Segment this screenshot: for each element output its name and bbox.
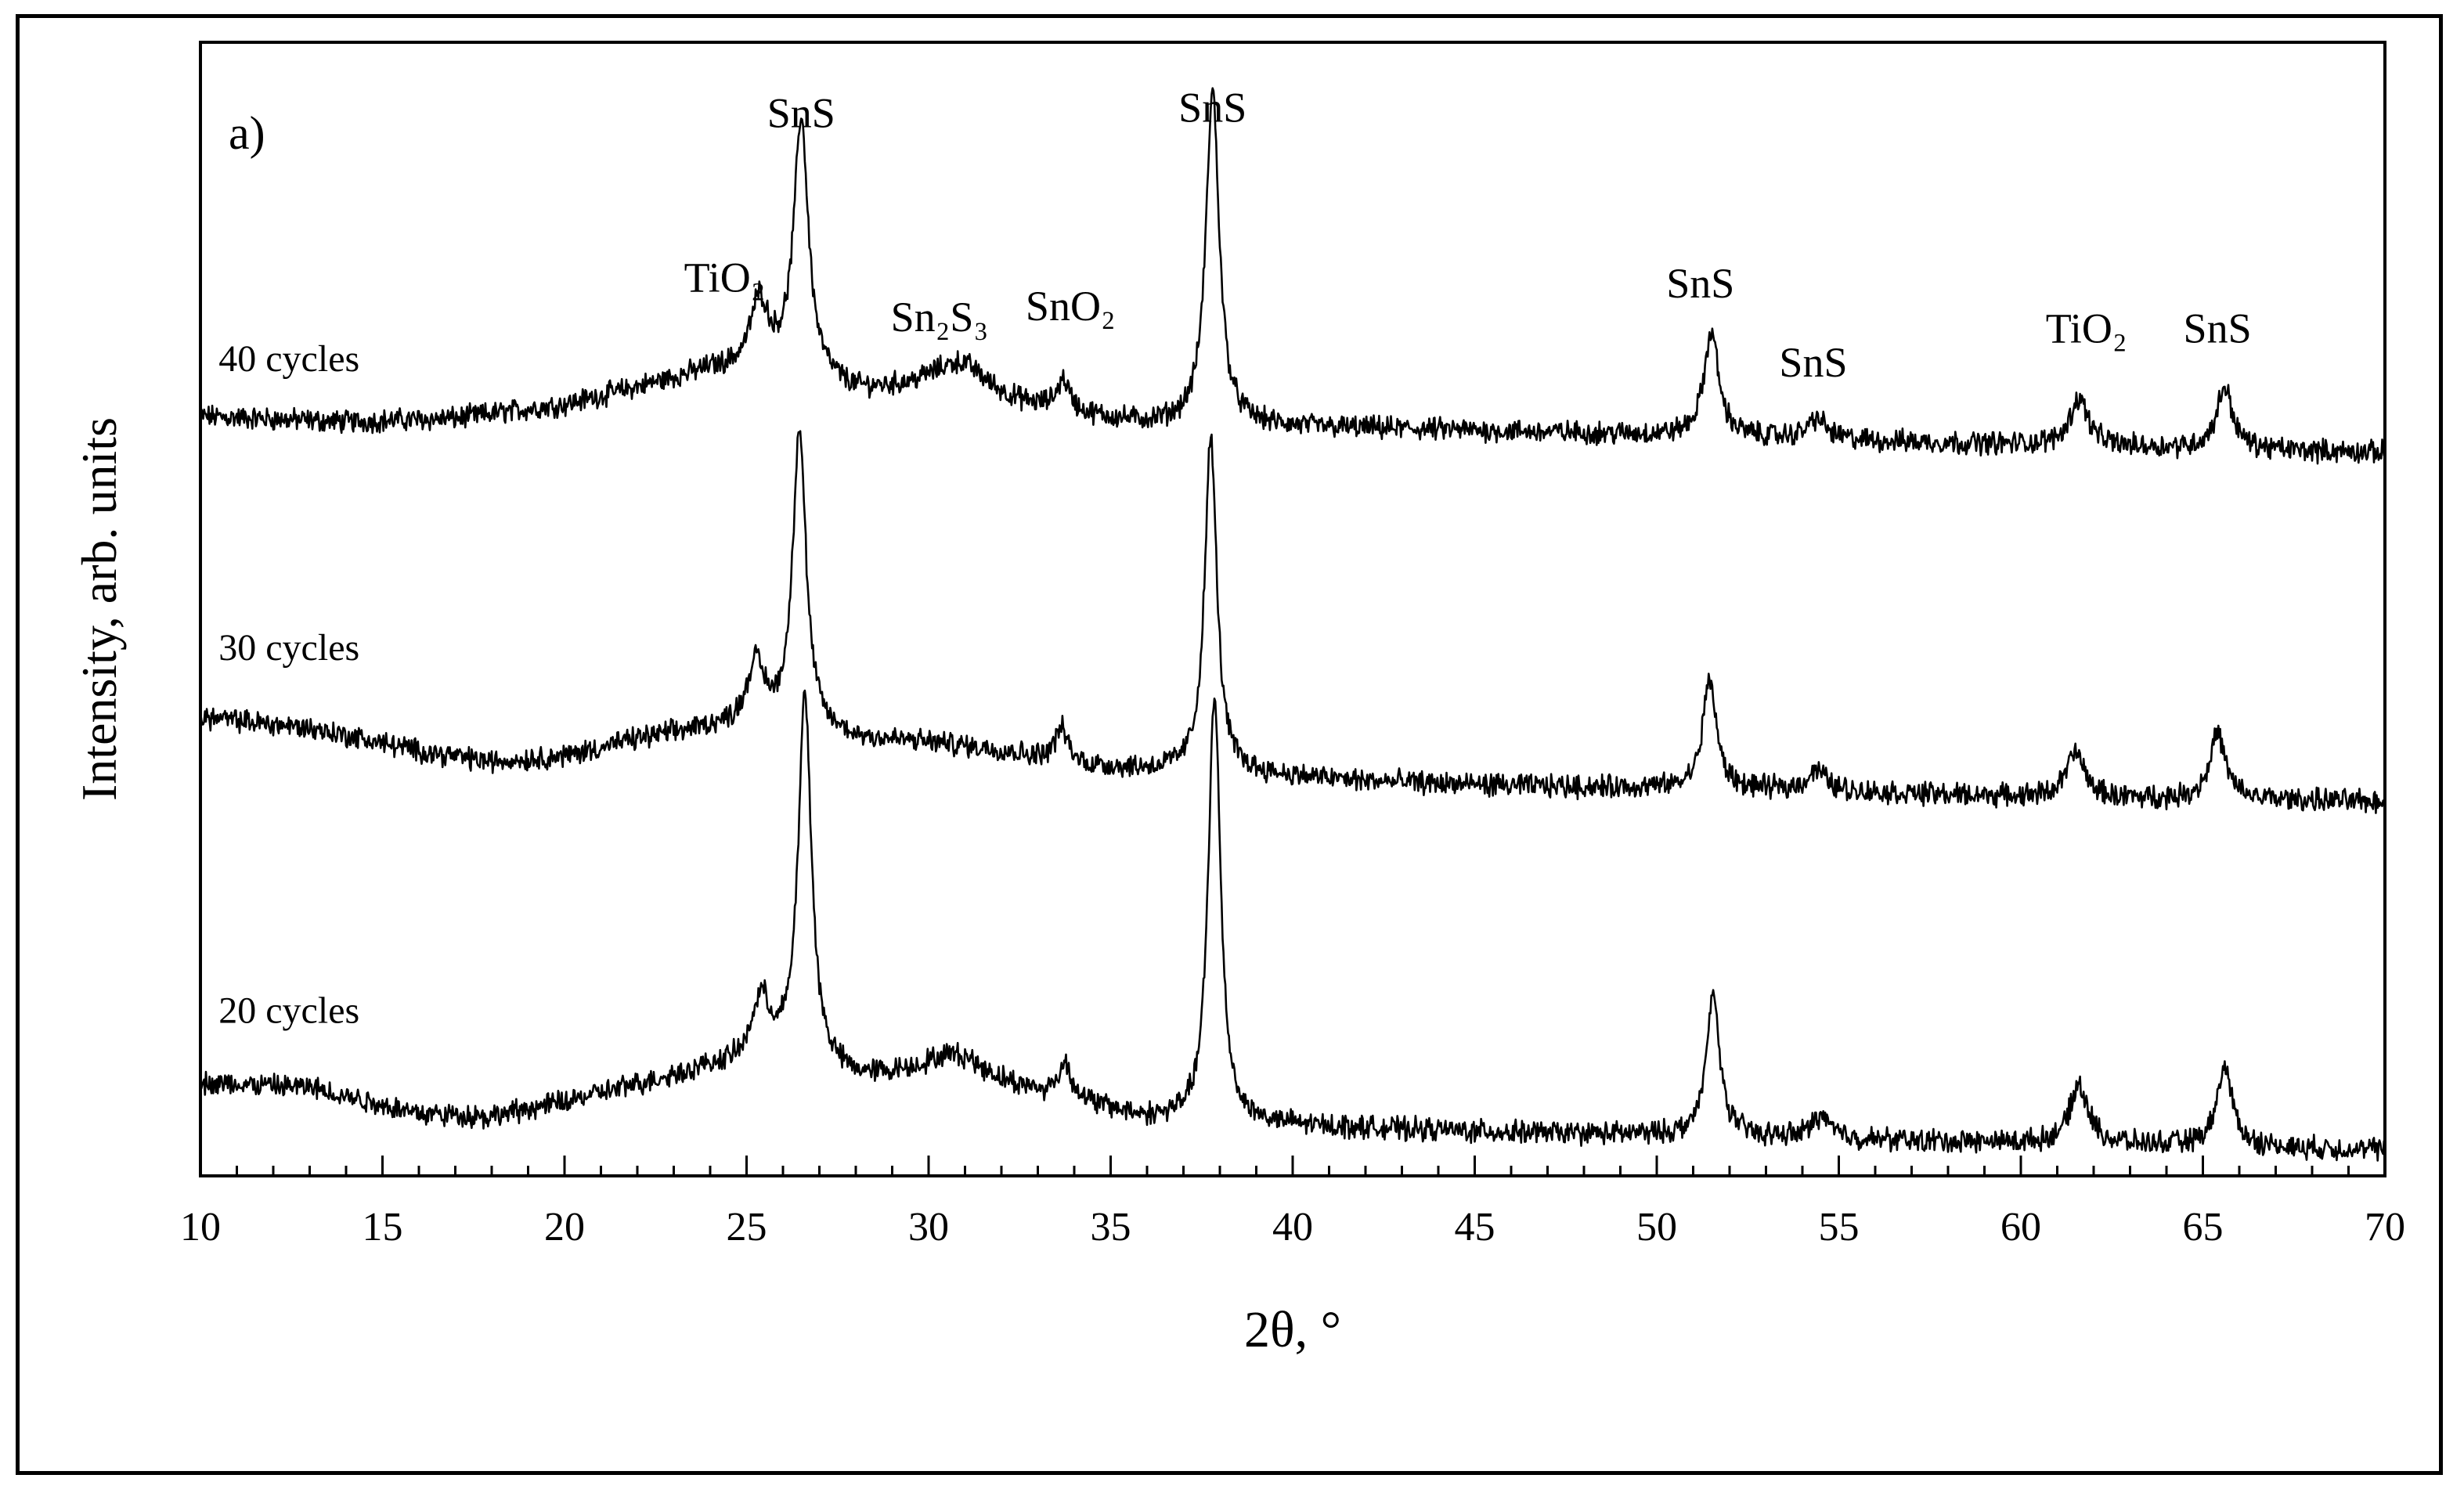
peak-annotation: SnS: [1178, 84, 1246, 131]
series-labels: 40 cycles 30 cycles 20 cycles: [218, 338, 359, 1032]
x-tick-label: 40: [1272, 1205, 1313, 1249]
peak-annotation: Sn₂S₃: [891, 294, 989, 341]
x-tick-label: 45: [1455, 1205, 1495, 1249]
x-axis-ticks: [199, 1156, 2386, 1176]
x-tick-label: 65: [2183, 1205, 2224, 1249]
x-axis-tick-labels: 10 15 20 25 30 35 40 45 50 55 60 65 70: [180, 1205, 2405, 1249]
x-tick-label: 25: [727, 1205, 767, 1249]
x-tick-label: 30: [908, 1205, 949, 1249]
panel-label: a): [229, 107, 265, 159]
series-label: 40 cycles: [218, 338, 359, 380]
x-tick-label: 50: [1636, 1205, 1677, 1249]
peak-annotations: SnS TiO₂ Sn₂S₃ SnO₂ SnS SnS SnS TiO₂ SnS: [684, 84, 2252, 386]
series-label: 20 cycles: [218, 990, 359, 1032]
x-tick-label: 15: [363, 1205, 403, 1249]
x-tick-label: 70: [2365, 1205, 2405, 1249]
peak-annotation: SnS: [1779, 339, 1847, 386]
x-tick-label: 60: [2000, 1205, 2041, 1249]
peak-annotation: TiO₂: [684, 254, 766, 301]
peak-annotation: SnS: [2184, 305, 2252, 352]
x-tick-label: 55: [1819, 1205, 1860, 1249]
peak-annotation: SnS: [1666, 260, 1734, 307]
x-tick-label: 10: [180, 1205, 221, 1249]
figure-frame: [16, 14, 2443, 1475]
plot-area-border: [199, 41, 2386, 1177]
series-line: [200, 689, 2386, 1162]
x-tick-label: 35: [1091, 1205, 1131, 1249]
peak-annotation: TiO₂: [2046, 305, 2127, 352]
series-line: [199, 87, 2386, 465]
y-axis-label: Intensity, arb. units: [71, 417, 127, 801]
peak-annotation: SnS: [767, 90, 835, 137]
x-tick-label: 20: [544, 1205, 585, 1249]
series-label: 30 cycles: [218, 627, 359, 669]
series-line: [199, 430, 2386, 814]
x-axis-label: 2θ, °: [1244, 1301, 1341, 1358]
peak-annotation: SnO₂: [1026, 283, 1116, 330]
series-group: [199, 87, 2386, 1162]
